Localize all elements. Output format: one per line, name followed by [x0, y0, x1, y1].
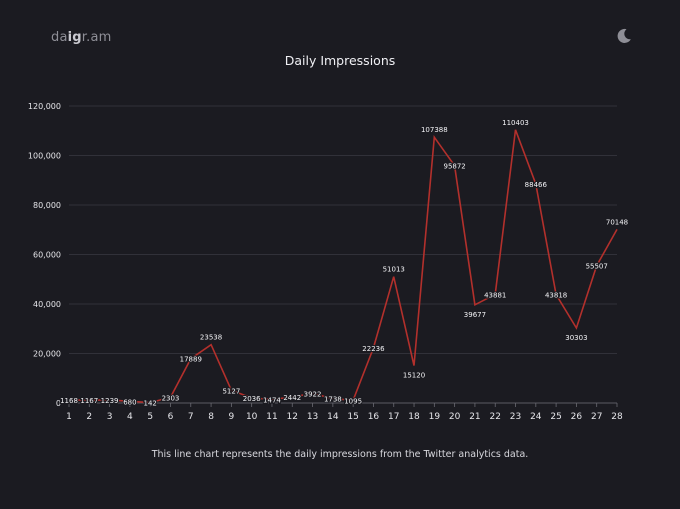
x-tick-label: 4: [127, 412, 133, 422]
y-tick-label: 80,000: [33, 201, 61, 210]
brand-name-suffix: r.am: [81, 30, 112, 45]
y-tick-label: 100,000: [28, 152, 61, 161]
x-tick-label: 21: [469, 412, 480, 422]
data-label: 2303: [162, 394, 180, 402]
data-label: 43881: [484, 291, 506, 299]
line-chart: 0 20,000 40,000 60,000 80,000 100,000 120,000 1…: [28, 102, 629, 422]
data-label: 55507: [586, 263, 608, 271]
data-label: 1474: [263, 396, 281, 404]
x-tick-label: 17: [388, 412, 399, 422]
data-label: 30303: [565, 334, 587, 342]
y-tick-label: 0: [56, 399, 61, 408]
data-label: 22236: [362, 345, 385, 353]
data-label: 1167: [80, 397, 98, 405]
x-tick-label: 6: [168, 412, 174, 422]
data-label: 51013: [383, 266, 405, 274]
data-label: 2036: [243, 395, 261, 403]
x-tick-label: 16: [368, 412, 380, 422]
x-tick-label: 12: [287, 412, 298, 422]
moon-icon: [617, 28, 631, 43]
y-tick-label: 40,000: [33, 300, 61, 309]
x-tick-label: 1: [66, 412, 72, 422]
impressions-series-line: [69, 129, 618, 404]
data-label: 23538: [200, 334, 222, 342]
data-label: 2442: [283, 394, 301, 402]
data-label: 5127: [222, 387, 240, 395]
x-tick-label: 25: [550, 412, 561, 422]
data-label: 43818: [545, 292, 567, 300]
brand-name-strong: ig: [67, 30, 82, 45]
data-label: 107388: [421, 126, 448, 134]
data-label: 1738: [324, 396, 342, 404]
x-tick-label: 2: [86, 412, 92, 422]
y-tick-label: 60,000: [33, 251, 61, 260]
x-tick-label: 14: [327, 412, 339, 422]
x-tick-label: 13: [307, 412, 318, 422]
data-label: 95872: [443, 163, 465, 171]
chart-caption: This line chart represents the daily imp…: [151, 449, 529, 460]
data-label: 15120: [403, 372, 425, 380]
x-tick-label: 22: [489, 412, 500, 422]
x-tick-label: 8: [208, 412, 214, 422]
chart-title: Daily Impressions: [284, 53, 396, 68]
data-label: 39677: [464, 311, 486, 319]
theme-toggle-button[interactable]: [614, 26, 634, 46]
x-tick-label: 28: [611, 412, 623, 422]
data-label: 110403: [502, 119, 529, 127]
x-tick-label: 23: [510, 412, 521, 422]
brand-name-prefix: da: [51, 30, 68, 45]
data-label: 3922: [304, 390, 322, 398]
x-tick-label: 7: [188, 412, 194, 422]
x-tick-label: 18: [408, 412, 420, 422]
data-label: 1168: [60, 397, 78, 405]
x-tick-label: 10: [246, 412, 258, 422]
x-tick-label: 11: [266, 412, 277, 422]
x-tick-label: 3: [107, 412, 113, 422]
x-tick-label: 5: [147, 412, 153, 422]
brand-logo[interactable]: daigr.am: [51, 30, 112, 45]
data-label: 88466: [525, 181, 548, 189]
y-tick-label: 120,000: [28, 102, 61, 111]
data-label: 142: [143, 400, 156, 408]
x-tick-label: 26: [571, 412, 583, 422]
x-tick-label: 9: [229, 412, 235, 422]
x-tick-label: 19: [429, 412, 441, 422]
x-tick-label: 27: [591, 412, 602, 422]
x-tick-label: 20: [449, 412, 461, 422]
data-label: 680: [123, 398, 136, 406]
data-label: 17889: [180, 356, 202, 364]
data-label: 70148: [606, 218, 628, 226]
y-tick-label: 20,000: [33, 350, 61, 359]
x-tick-label: 24: [530, 412, 542, 422]
data-label: 1239: [101, 397, 119, 405]
x-tick-label: 15: [347, 412, 358, 422]
data-label: 1095: [344, 397, 362, 405]
